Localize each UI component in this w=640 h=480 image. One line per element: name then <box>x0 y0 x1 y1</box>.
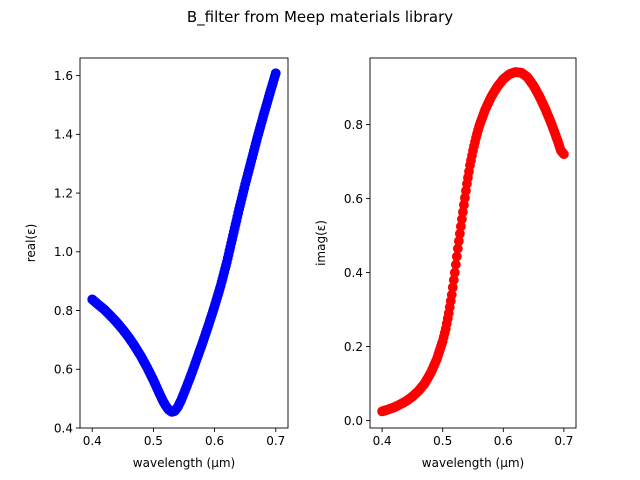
imag-axes-frame <box>369 57 577 429</box>
imag-data-point <box>449 267 460 278</box>
real-x-tick-label: 0.6 <box>205 434 224 448</box>
real-data-point <box>270 68 281 79</box>
imag-x-tick-label: 0.5 <box>433 434 452 448</box>
real-points <box>87 68 281 417</box>
imag-data-point <box>451 251 462 262</box>
real-x-tick-label: 0.7 <box>266 434 285 448</box>
imag-y-axis-label: imag(ε) <box>314 220 328 266</box>
imag-data-point <box>558 149 569 160</box>
real-y-tick-label: 1.2 <box>54 186 73 200</box>
real-y-tick-label: 0.6 <box>54 363 73 377</box>
imag-y-tick-label: 0.2 <box>344 340 363 354</box>
figure-title: B_filter from Meep materials library <box>187 8 453 27</box>
real-x-axis-label: wavelength (μm) <box>133 456 235 470</box>
real-x-tick-label: 0.4 <box>83 434 102 448</box>
real-axes-frame <box>79 57 289 429</box>
real-y-tick-label: 1.6 <box>54 69 73 83</box>
left-subplot-real: 0.4 0.5 0.6 0.7 0.4 0.6 0.8 1.0 1.2 1.4 1.6 wavelen… <box>24 57 289 470</box>
imag-x-tick-label: 0.7 <box>554 434 573 448</box>
real-y-axis-label: real(ε) <box>24 224 38 263</box>
imag-y-tick-label: 0.6 <box>344 192 363 206</box>
imag-y-tick-label: 0.0 <box>344 414 363 428</box>
imag-y-tick-label: 0.4 <box>344 266 363 280</box>
imag-points <box>377 67 569 417</box>
imag-x-axis-label: wavelength (μm) <box>422 456 524 470</box>
right-subplot-imag: 0.4 0.5 0.6 0.7 0.0 0.2 0.4 0.6 0.8 wavelength (μ… <box>314 57 577 470</box>
real-y-tick-label: 0.4 <box>54 421 73 435</box>
real-y-tick-label: 0.8 <box>54 304 73 318</box>
real-x-tick-label: 0.5 <box>144 434 163 448</box>
imag-x-tick-label: 0.6 <box>494 434 513 448</box>
real-y-tick-label: 1.4 <box>54 128 73 142</box>
real-y-tick-label: 1.0 <box>54 245 73 259</box>
imag-y-tick-label: 0.8 <box>344 118 363 132</box>
imag-x-tick-label: 0.4 <box>373 434 392 448</box>
